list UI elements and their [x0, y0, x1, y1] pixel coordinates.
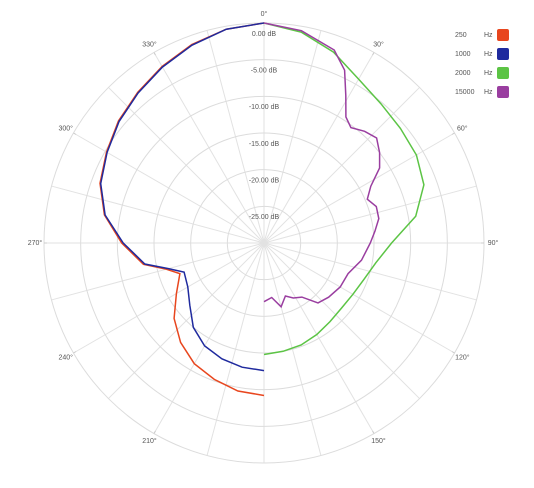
- theta-tick-label: 270°: [28, 239, 43, 247]
- legend-unit: Hz: [484, 89, 493, 96]
- grid-ring: [153, 132, 375, 354]
- r-tick-label: -20.00 dB: [249, 178, 280, 185]
- theta-tick: [153, 430, 156, 434]
- legend-unit: Hz: [484, 32, 493, 39]
- series-line: [263, 22, 425, 356]
- theta-tick: [372, 430, 375, 434]
- grid-ring: [116, 95, 412, 391]
- legend-unit: Hz: [484, 51, 493, 58]
- theta-tick: [153, 52, 156, 56]
- grid-ring: [80, 59, 448, 427]
- legend-swatch: [497, 67, 509, 79]
- theta-tick-label: 30°: [373, 41, 384, 49]
- legend-swatch: [497, 86, 509, 98]
- theta-tick-label: 210°: [142, 437, 157, 445]
- theta-tick-label: 0°: [261, 10, 268, 18]
- theta-tick: [451, 351, 455, 354]
- theta-tick: [451, 132, 455, 135]
- theta-tick-label: 90°: [488, 239, 499, 247]
- r-tick-label: -10.00 dB: [249, 104, 280, 111]
- grid-ring: [190, 169, 338, 317]
- theta-tick-label: 300°: [58, 124, 73, 132]
- grid-ring: [226, 205, 302, 281]
- series-line: [263, 22, 381, 309]
- theta-tick-label: 240°: [58, 353, 73, 361]
- legend-unit: Hz: [484, 70, 493, 77]
- r-tick-label: 0.00 dB: [252, 31, 276, 38]
- legend-swatch: [497, 48, 509, 60]
- theta-tick-label: 60°: [457, 124, 468, 132]
- legend-swatch: [497, 29, 509, 41]
- theta-tick-label: 150°: [371, 437, 386, 445]
- theta-tick: [73, 132, 77, 135]
- legend-label: 15000: [455, 89, 475, 96]
- legend-label: 2000: [455, 70, 471, 77]
- theta-tick-label: 330°: [142, 41, 157, 49]
- r-tick-label: -15.00 dB: [249, 141, 280, 148]
- theta-tick: [73, 351, 77, 354]
- theta-tick-label: 120°: [455, 353, 470, 361]
- theta-tick: [372, 52, 375, 56]
- legend-label: 250: [455, 32, 467, 39]
- series-line: [99, 22, 265, 372]
- r-tick-label: -25.00 dB: [249, 214, 280, 221]
- r-tick-label: -5.00 dB: [251, 68, 278, 75]
- legend-label: 1000: [455, 51, 471, 58]
